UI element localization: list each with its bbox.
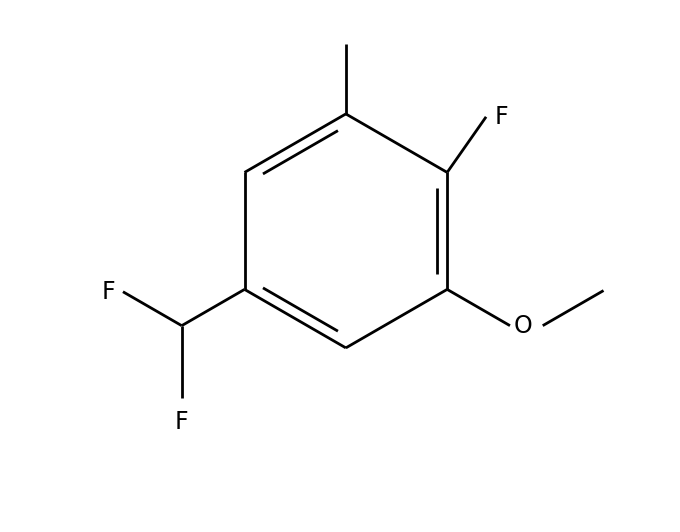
Text: O: O — [514, 314, 533, 338]
Text: F: F — [175, 410, 188, 434]
Text: F: F — [494, 105, 508, 129]
Text: F: F — [101, 280, 115, 304]
